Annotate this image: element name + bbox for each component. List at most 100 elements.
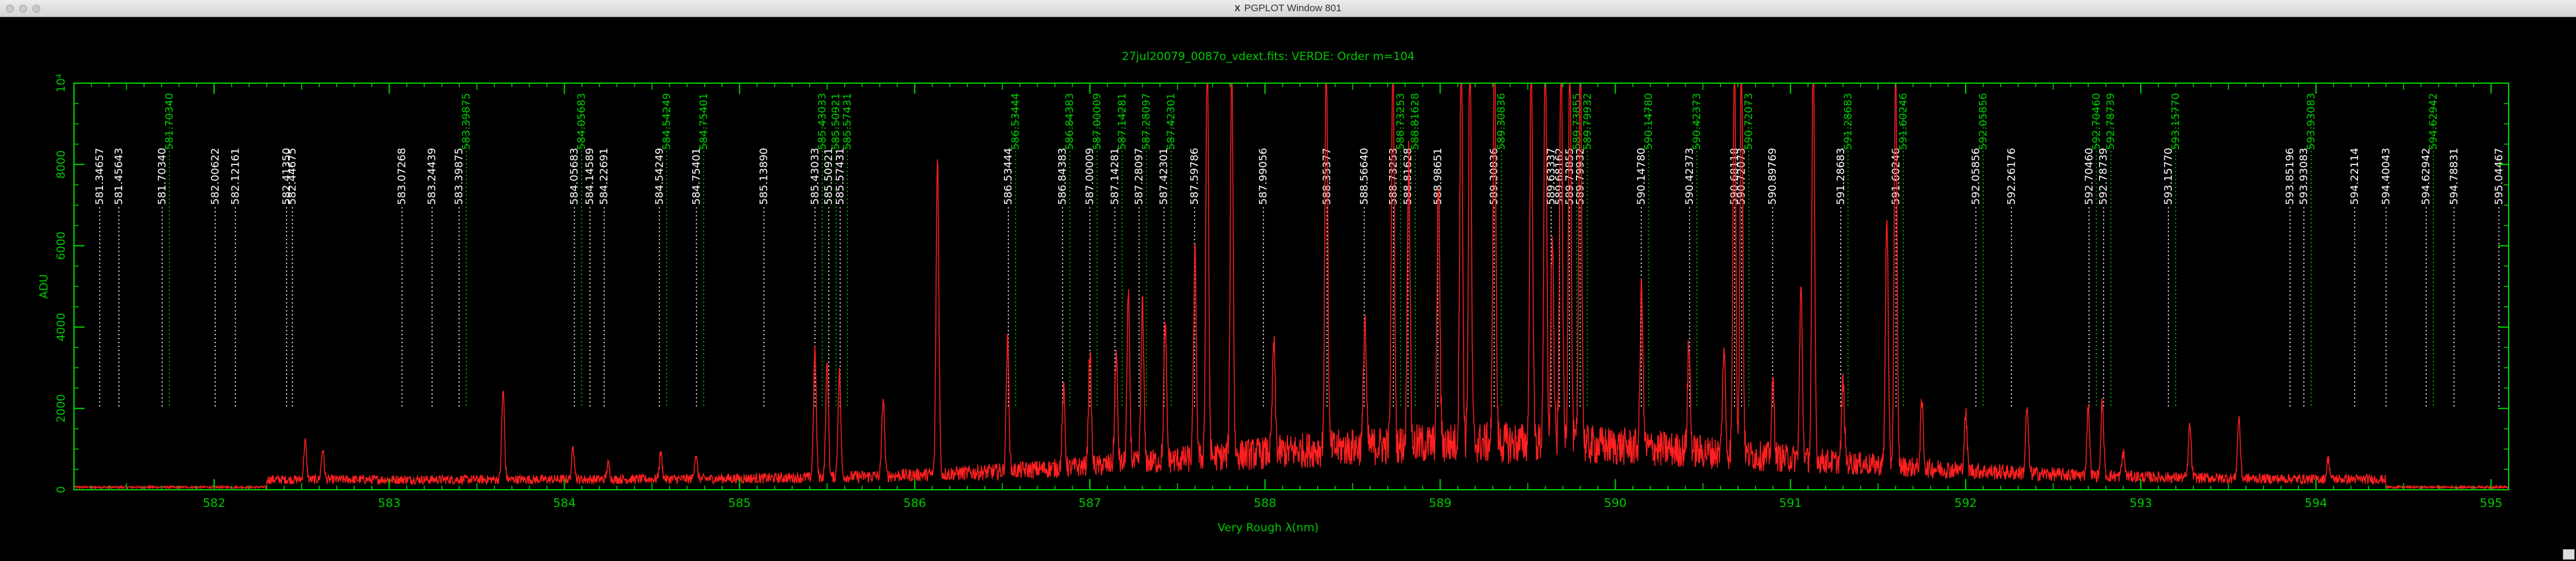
line-marker-label: 581.70340	[162, 93, 175, 150]
line-marker-label: 592.26176	[2005, 148, 2017, 205]
line-marker-label: 593.93083	[2297, 148, 2310, 205]
x11-icon: X	[1234, 3, 1240, 13]
line-marker-label: 587.00009	[1083, 148, 1096, 205]
zoom-button[interactable]	[32, 5, 40, 13]
x-tick-label: 594	[2305, 496, 2327, 510]
x-tick-label: 585	[729, 496, 751, 510]
resize-grip[interactable]	[2563, 549, 2575, 560]
y-tick-label: 0	[55, 486, 68, 494]
window-title-bar-text: X PGPLOT Window 801	[0, 0, 2576, 17]
line-marker-label: 588.98651	[1431, 148, 1444, 205]
line-marker-label: 584.22691	[598, 148, 610, 205]
line-marker-label: 595.04467	[2492, 148, 2505, 205]
close-button[interactable]	[6, 5, 14, 13]
x-tick-label: 595	[2480, 496, 2502, 510]
line-marker-label: 593.85196	[2283, 148, 2296, 205]
line-marker-label: 590.68118	[1728, 148, 1740, 205]
line-marker-label: 588.81628	[1402, 148, 1414, 205]
y-tick-label: 6000	[55, 232, 68, 260]
plot-title: 27jul20079_0087o_vdext.fits: VERDE: Orde…	[1122, 50, 1414, 63]
line-marker-label: 591.28683	[1842, 93, 1854, 150]
line-marker-label: 583.39875	[460, 93, 472, 150]
line-marker-label: 584.75401	[690, 148, 702, 205]
window-titlebar: X PGPLOT Window 801	[0, 0, 2576, 17]
line-marker-label: 590.14780	[1642, 93, 1655, 150]
line-marker-label: 588.56640	[1357, 148, 1370, 205]
line-marker-label: 585.50921	[822, 148, 835, 205]
line-marker-label: 594.22114	[2348, 148, 2361, 205]
line-marker-label: 584.54249	[660, 93, 672, 150]
line-marker-label: 592.78739	[2104, 93, 2117, 150]
line-marker-label: 585.57431	[834, 148, 846, 205]
line-marker-label: 587.14281	[1116, 93, 1128, 150]
x-tick-label: 582	[203, 496, 225, 510]
line-marker-label: 584.05683	[575, 93, 588, 150]
line-marker-label: 590.42373	[1690, 93, 1703, 150]
x-tick-label: 592	[1954, 496, 1977, 510]
line-marker-label: 589.30836	[1495, 93, 1507, 150]
line-marker-label: 594.62942	[2419, 148, 2432, 205]
line-marker-label: 587.00009	[1091, 93, 1103, 150]
line-marker-label: 594.62942	[2427, 93, 2439, 150]
line-marker-label: 589.63337	[1544, 148, 1557, 205]
spectrum-layer	[73, 82, 2509, 490]
line-marker-label: 588.73253	[1394, 93, 1406, 150]
line-marker-label: 581.70340	[155, 148, 168, 205]
line-marker-label: 592.70460	[2090, 93, 2102, 150]
line-marker-label: 587.42301	[1164, 93, 1177, 150]
spectrum-line	[73, 82, 2509, 490]
line-marker-label: 588.35377	[1320, 148, 1333, 205]
line-marker-label: 592.70460	[2083, 148, 2095, 205]
line-marker-label: 588.81628	[1409, 93, 1421, 150]
line-marker-label: 583.39875	[452, 148, 465, 205]
line-marker-label: 584.14589	[583, 148, 596, 205]
line-marker-label: 581.34657	[93, 148, 106, 205]
line-marker-label: 585.13890	[758, 148, 770, 205]
line-marker-label: 585.50921	[830, 93, 842, 150]
minimize-button[interactable]	[19, 5, 27, 13]
line-marker-label: 582.41350	[280, 148, 293, 205]
line-marker-label: 594.78831	[2447, 148, 2460, 205]
line-marker-label: 584.75401	[697, 93, 709, 150]
line-marker-label: 590.89769	[1766, 148, 1779, 205]
y-tick-label: 10⁴	[55, 74, 68, 93]
line-marker-label: 587.99056	[1257, 148, 1270, 205]
line-marker-label: 586.53444	[1002, 148, 1015, 205]
x-tick-label: 584	[553, 496, 575, 510]
line-marker-label: 585.57431	[841, 93, 853, 150]
x-tick-label: 593	[2129, 496, 2152, 510]
line-marker-label: 589.79932	[1581, 93, 1593, 150]
y-tick-label: 8000	[55, 150, 68, 179]
line-marker-label: 582.12161	[229, 148, 241, 205]
line-marker-label: 588.73253	[1386, 148, 1399, 205]
line-marker-label: 583.24439	[425, 148, 438, 205]
line-marker-label: 592.78739	[2097, 148, 2110, 205]
line-marker-label: 585.43033	[816, 93, 828, 150]
line-marker-label: 587.28097	[1140, 93, 1153, 150]
line-marker-label: 586.84383	[1056, 148, 1069, 205]
x-tick-label: 589	[1429, 496, 1451, 510]
line-marker-label: 586.84383	[1063, 93, 1076, 150]
x-tick-label: 588	[1254, 496, 1276, 510]
line-marker-label: 582.44675	[286, 148, 299, 205]
y-tick-label: 2000	[55, 394, 68, 422]
line-marker-label: 581.45643	[112, 148, 125, 205]
plot-frame	[73, 82, 2509, 490]
x-axis-label: Very Rough λ(nm)	[1217, 521, 1318, 535]
x-tick-label: 590	[1604, 496, 1626, 510]
plot-background	[0, 17, 2576, 561]
x-tick-label: 583	[378, 496, 400, 510]
y-tick-label: 4000	[55, 313, 68, 341]
line-marker-label: 592.05856	[1976, 93, 1989, 150]
line-marker-label: 585.43033	[808, 148, 821, 205]
line-marker-label: 591.60246	[1890, 148, 1902, 205]
line-marker-label: 587.59786	[1188, 148, 1201, 205]
line-marker-label: 593.15770	[2162, 148, 2174, 205]
line-marker-label: 589.73855	[1563, 148, 1575, 205]
line-marker-label: 587.14281	[1108, 148, 1121, 205]
line-marker-label: 584.05683	[568, 148, 581, 205]
line-marker-label: 590.42373	[1683, 148, 1696, 205]
spectrum-plot: 27jul20079_0087o_vdext.fits: VERDE: Orde…	[0, 17, 2576, 561]
line-marker-label: 589.30836	[1487, 148, 1500, 205]
